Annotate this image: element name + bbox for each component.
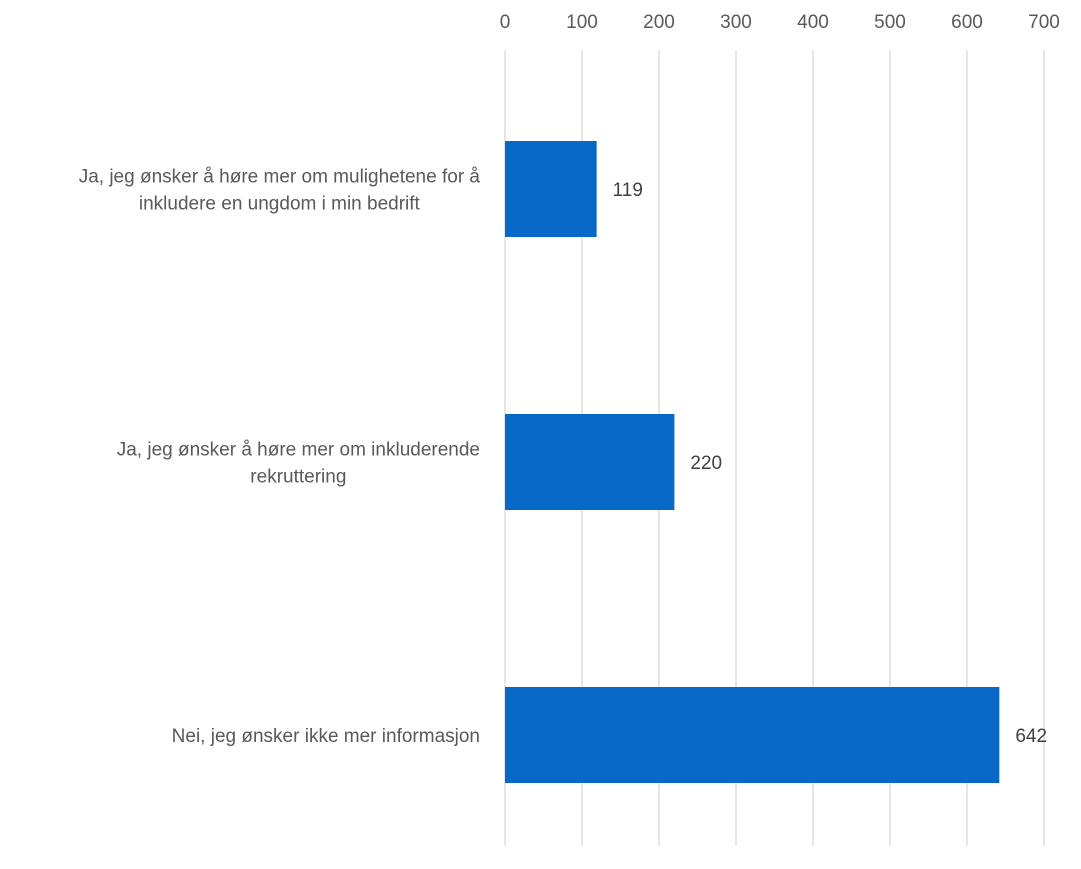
category-label: Ja, jeg ønsker å høre mer om mulighetene…: [79, 167, 481, 188]
category-label: rekruttering: [250, 467, 346, 488]
x-tick-label: 200: [643, 12, 675, 33]
x-tick-label: 500: [874, 12, 906, 33]
bar: [505, 141, 597, 237]
data-labels: 119 220 642: [613, 180, 1047, 747]
bars: [505, 141, 1000, 783]
x-tick-label: 400: [797, 12, 829, 33]
x-tick-label: 0: [500, 12, 511, 33]
x-tick-label: 100: [566, 12, 598, 33]
x-tick-label: 600: [951, 12, 983, 33]
x-tick-label: 300: [720, 12, 752, 33]
data-label: 642: [1015, 726, 1047, 747]
category-label: Ja, jeg ønsker å høre mer om inkluderend…: [117, 440, 480, 461]
category-label: Nei, jeg ønsker ikke mer informasjon: [172, 726, 480, 747]
data-label: 220: [690, 453, 722, 474]
x-tick-label: 700: [1028, 12, 1060, 33]
data-label: 119: [613, 180, 643, 201]
bar: [505, 414, 675, 510]
bar: [505, 687, 1000, 783]
category-labels: Ja, jeg ønsker å høre mer om mulighetene…: [79, 167, 481, 748]
category-label: inkludere en ungdom i min bedrift: [139, 194, 421, 215]
x-axis-ticks: 0 100 200 300 400 500 600 700: [500, 12, 1060, 33]
